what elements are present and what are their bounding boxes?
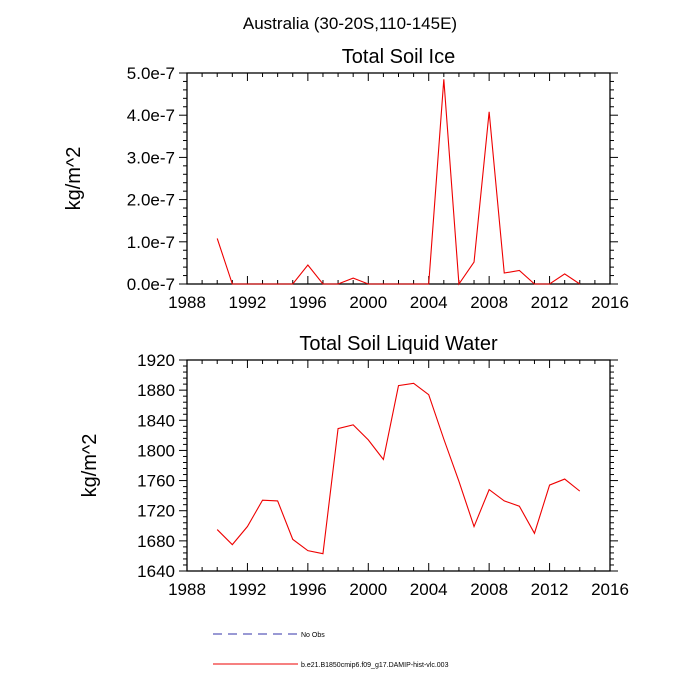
plot-frame xyxy=(186,359,611,572)
chart-title: Total Soil Liquid Water xyxy=(299,333,498,355)
y-tick-label-1760: 1760 xyxy=(137,472,175,491)
x-tick-label-1996: 1996 xyxy=(289,293,327,312)
legend-label-model-run: b.e21.B1850cmip6.f09_g17.DAMIP-hist-vlc.… xyxy=(301,662,449,669)
figure-suptitle: Australia (30-20S,110-145E) xyxy=(243,14,457,33)
x-tick-label-2016: 2016 xyxy=(591,580,629,599)
y-tick-label-1920: 1920 xyxy=(137,351,175,370)
y-tick-label-3-0e-7: 3.0e-7 xyxy=(127,148,175,167)
y-tick-label-1880: 1880 xyxy=(137,381,175,400)
x-tick-label-2016: 2016 xyxy=(591,293,629,312)
x-tick-label-1992: 1992 xyxy=(229,293,267,312)
y-tick-label-1-0e-7: 1.0e-7 xyxy=(127,233,175,252)
y-tick-label-1800: 1800 xyxy=(137,441,175,460)
x-tick-label-2004: 2004 xyxy=(410,293,448,312)
x-tick-label-1988: 1988 xyxy=(168,580,206,599)
y-tick-label-1640: 1640 xyxy=(137,562,175,581)
x-tick-label-2012: 2012 xyxy=(531,293,569,312)
x-tick-label-2000: 2000 xyxy=(349,580,387,599)
x-tick-label-1996: 1996 xyxy=(289,580,327,599)
panel-total-soil-ice: Total Soil Ice kg/m^2 1988 1992 1996 2000 2004… xyxy=(63,46,629,312)
x-tick-label-1992: 1992 xyxy=(229,580,267,599)
y-tick-label-1840: 1840 xyxy=(137,411,175,430)
legend-label-no-obs: No Obs xyxy=(301,632,325,639)
series-line-0 xyxy=(216,79,581,286)
y-tick-label-0-0e-7: 0.0e-7 xyxy=(127,275,175,294)
x-tick-label-2000: 2000 xyxy=(349,293,387,312)
y-tick-label-1720: 1720 xyxy=(137,502,175,521)
x-tick-label-2012: 2012 xyxy=(531,580,569,599)
y-tick-label-1680: 1680 xyxy=(137,532,175,551)
x-tick-label-2004: 2004 xyxy=(410,580,448,599)
panel-total-soil-liquid-water: Total Soil Liquid Water kg/m^2 1988 1992 199… xyxy=(79,333,629,599)
y-tick-label-2-0e-7: 2.0e-7 xyxy=(127,191,175,210)
x-tick-label-1988: 1988 xyxy=(168,293,206,312)
y-axis-label: kg/m^2 xyxy=(79,434,101,498)
chart-title: Total Soil Ice xyxy=(342,46,455,68)
plot-frame xyxy=(186,72,611,285)
y-tick-label-5-0e-7: 5.0e-7 xyxy=(127,64,175,83)
y-tick-label-4-0e-7: 4.0e-7 xyxy=(127,106,175,125)
legend: No Obs b.e21.B1850cmip6.f09_g17.DAMIP-hi… xyxy=(213,632,449,669)
x-tick-label-2008: 2008 xyxy=(470,580,508,599)
series-line-0 xyxy=(216,382,581,555)
y-axis-label: kg/m^2 xyxy=(63,147,85,211)
x-tick-label-2008: 2008 xyxy=(470,293,508,312)
